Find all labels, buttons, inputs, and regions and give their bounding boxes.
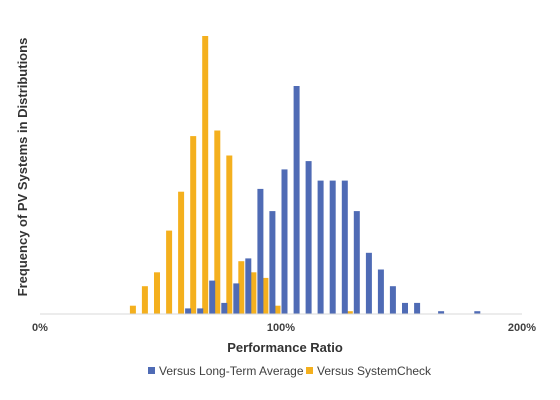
- bar-systemcheck: [250, 272, 257, 314]
- bar-long-term-average: [341, 180, 348, 314]
- bar-systemcheck: [238, 261, 245, 314]
- x-axis-title: Performance Ratio: [227, 340, 343, 355]
- bar-long-term-average: [377, 269, 384, 314]
- bar-systemcheck: [274, 305, 281, 314]
- bar-long-term-average: [414, 302, 421, 314]
- bars-layer: [129, 36, 481, 314]
- bar-systemcheck: [214, 130, 221, 314]
- bar-systemcheck: [154, 272, 160, 314]
- x-tick-labels: 0% 100% 200%: [32, 322, 536, 334]
- bar-long-term-average: [353, 211, 360, 314]
- bar-systemcheck: [166, 230, 173, 314]
- x-tick-label: 100%: [267, 322, 295, 334]
- bar-long-term-average: [185, 308, 192, 314]
- bar-long-term-average: [293, 86, 300, 314]
- bar-long-term-average: [317, 180, 324, 314]
- x-tick-label: 0%: [32, 322, 48, 334]
- bar-long-term-average: [209, 280, 216, 314]
- bar-long-term-average: [365, 252, 372, 314]
- bar-long-term-average: [269, 211, 276, 314]
- bar-systemcheck: [141, 286, 148, 314]
- bar-systemcheck: [202, 36, 209, 314]
- legend: Versus Long-Term Average Versus SystemChe…: [148, 364, 432, 378]
- bar-long-term-average: [389, 286, 396, 314]
- legend-swatch-long-term-average: [148, 367, 155, 374]
- bar-long-term-average: [233, 283, 240, 314]
- bar-systemcheck: [190, 136, 197, 314]
- bar-long-term-average: [281, 169, 288, 314]
- bar-long-term-average: [257, 188, 264, 314]
- bar-systemcheck: [226, 155, 233, 314]
- bar-long-term-average: [305, 161, 312, 314]
- bar-long-term-average: [402, 302, 408, 314]
- bar-long-term-average: [197, 308, 204, 314]
- bar-systemcheck: [178, 191, 185, 314]
- legend-swatch-systemcheck: [306, 367, 313, 374]
- bar-long-term-average: [245, 258, 252, 314]
- bar-long-term-average: [438, 311, 445, 314]
- y-axis-title: Frequency of PV Systems in Distributions: [15, 38, 30, 297]
- legend-label-long-term-average: Versus Long-Term Average: [159, 364, 304, 378]
- bar-systemcheck: [129, 305, 136, 314]
- bar-systemcheck: [262, 277, 269, 314]
- x-tick-label: 200%: [508, 322, 536, 334]
- legend-label-systemcheck: Versus SystemCheck: [317, 364, 432, 378]
- bar-long-term-average: [329, 180, 336, 314]
- bar-long-term-average: [221, 302, 228, 314]
- bar-systemcheck: [346, 311, 353, 314]
- bar-long-term-average: [474, 311, 481, 314]
